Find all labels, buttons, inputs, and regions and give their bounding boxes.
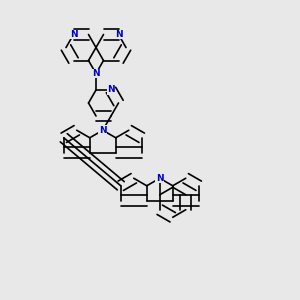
Text: N: N bbox=[92, 69, 100, 78]
Text: N: N bbox=[115, 30, 122, 39]
Text: N: N bbox=[70, 30, 77, 39]
Text: N: N bbox=[107, 85, 115, 94]
Text: N: N bbox=[99, 126, 106, 135]
Text: N: N bbox=[156, 174, 164, 183]
